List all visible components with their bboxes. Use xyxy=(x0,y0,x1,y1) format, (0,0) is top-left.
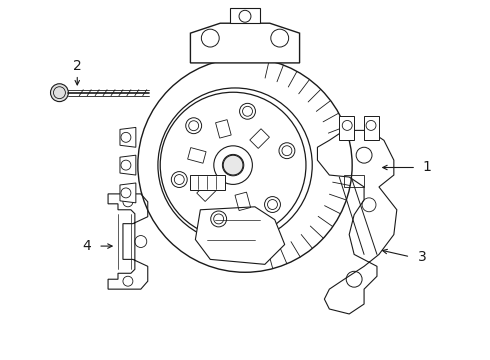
Text: 2: 2 xyxy=(73,59,82,73)
Polygon shape xyxy=(339,116,354,140)
Circle shape xyxy=(265,197,280,212)
Circle shape xyxy=(214,146,252,184)
Circle shape xyxy=(223,155,243,175)
Circle shape xyxy=(211,211,226,227)
Polygon shape xyxy=(191,175,225,190)
Polygon shape xyxy=(364,116,379,140)
Polygon shape xyxy=(230,8,260,23)
Polygon shape xyxy=(108,194,148,289)
Circle shape xyxy=(50,84,69,102)
Circle shape xyxy=(186,118,201,134)
Polygon shape xyxy=(120,127,136,147)
Polygon shape xyxy=(120,155,136,175)
Circle shape xyxy=(158,88,312,242)
Circle shape xyxy=(279,143,295,159)
Polygon shape xyxy=(120,183,136,203)
Circle shape xyxy=(172,172,187,188)
Polygon shape xyxy=(318,130,397,314)
Circle shape xyxy=(222,154,244,176)
Text: 3: 3 xyxy=(418,250,427,264)
Polygon shape xyxy=(196,207,285,264)
Text: 4: 4 xyxy=(83,239,91,253)
Polygon shape xyxy=(191,23,299,63)
Circle shape xyxy=(240,103,255,119)
Text: 1: 1 xyxy=(423,161,432,175)
